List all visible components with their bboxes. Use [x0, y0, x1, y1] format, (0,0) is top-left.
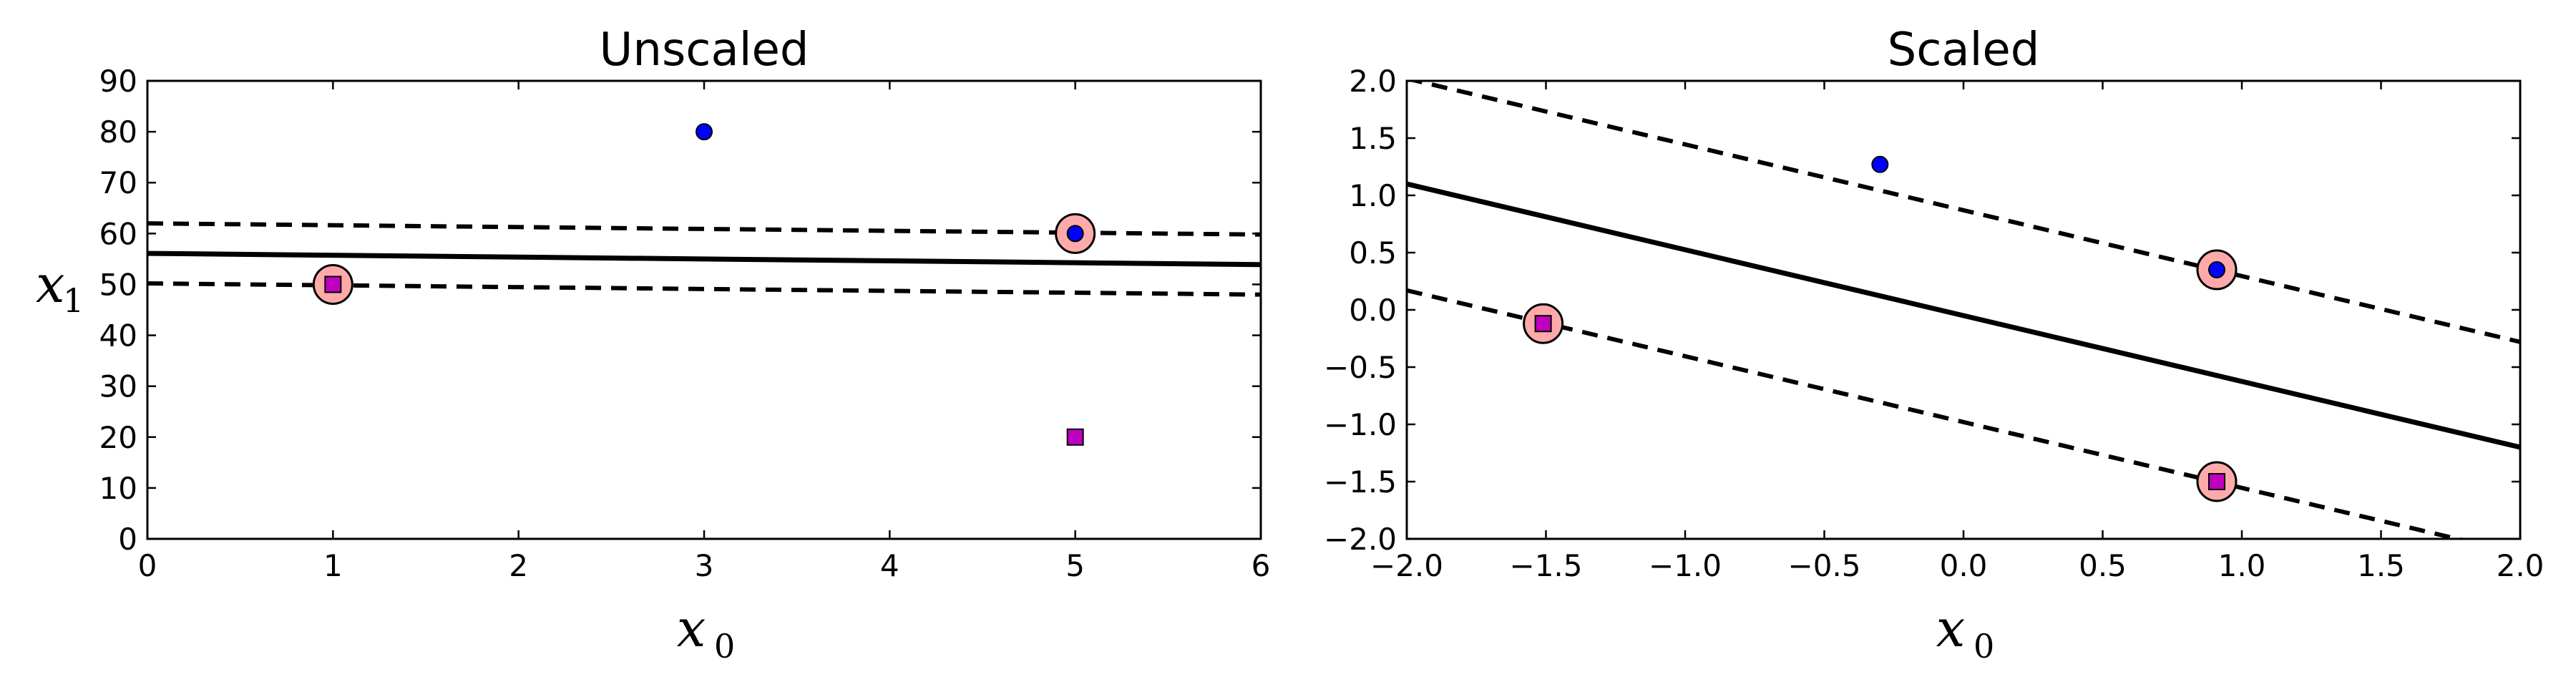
x-axis-label-subscript: 0	[1974, 627, 1994, 666]
x-tick-label: −2.0	[1370, 548, 1443, 583]
x-axis-label-subscript: 0	[714, 627, 735, 666]
y-tick-label: 20	[99, 420, 137, 455]
y-tick-label: −0.5	[1324, 350, 1397, 385]
x-tick-label: 4	[880, 548, 899, 583]
y-tick-label: 2.0	[1349, 64, 1397, 99]
y-tick-label: 0	[118, 522, 137, 557]
y-tick-label: 80	[99, 114, 137, 150]
chart-title: Unscaled	[600, 24, 809, 77]
plot-area	[1407, 81, 2520, 539]
plot-area	[147, 123, 1261, 446]
y-tick-label: 40	[99, 318, 137, 354]
square-point	[1066, 428, 1084, 446]
y-tick-label: 70	[99, 165, 137, 200]
decision-boundary-line	[147, 250, 1261, 268]
y-tick-label: 1.0	[1349, 178, 1397, 213]
y-tick-label: 50	[99, 267, 137, 302]
y-tick-label: −2.0	[1324, 522, 1397, 557]
margin-line-lower	[1407, 288, 2467, 539]
x-tick-label: 2	[509, 548, 528, 583]
square-point	[1534, 315, 1552, 333]
circle-point	[696, 123, 713, 141]
scaled-panel: −2.0 −1.5 −1.0 −0.5 0.0 0.5 1.0 1.5 2.0 −2.0 −1.5 −…	[1324, 24, 2544, 666]
circle-point	[1871, 155, 1889, 173]
decision-boundary-line	[1407, 181, 2520, 450]
y-tick-label: −1.0	[1324, 407, 1397, 442]
square-point	[324, 276, 342, 293]
x-tick-label: 0.0	[1940, 548, 1988, 583]
x-tick-label: −1.0	[1649, 548, 1722, 583]
circle-point	[2207, 261, 2225, 278]
chart-title: Scaled	[1888, 24, 2040, 77]
square-point	[2207, 473, 2225, 490]
y-axis-label: x	[36, 254, 65, 314]
margin-line-upper	[1407, 81, 2520, 344]
x-tick-label: 5	[1065, 548, 1085, 583]
x-tick-label: 1	[323, 548, 343, 583]
x-axis-label: x	[1936, 598, 1966, 658]
y-tick-label: 10	[99, 471, 137, 506]
y-tick-label: 0.5	[1349, 235, 1397, 271]
y-tick-label: 60	[99, 216, 137, 251]
circle-point	[1066, 225, 1084, 243]
x-tick-label: 0.5	[2079, 548, 2127, 583]
x-axis-label: x	[677, 598, 706, 658]
x-tick-label: 6	[1252, 548, 1271, 583]
x-tick-label: −0.5	[1788, 548, 1861, 583]
x-tick-label: 1.0	[2218, 548, 2266, 583]
y-tick-label: 1.5	[1349, 121, 1397, 156]
x-tick-label: −1.5	[1510, 548, 1583, 583]
x-tick-label: 2.0	[2497, 548, 2545, 583]
y-axis-label-subscript: 1	[63, 281, 84, 320]
y-tick-label: 90	[99, 64, 137, 99]
y-tick-label: −1.5	[1324, 464, 1397, 500]
y-tick-label: 0.0	[1349, 293, 1397, 328]
x-tick-label: 3	[695, 548, 714, 583]
x-tick-label: 0	[138, 548, 157, 583]
x-tick-label: 1.5	[2357, 548, 2405, 583]
y-tick-label: 30	[99, 369, 137, 404]
